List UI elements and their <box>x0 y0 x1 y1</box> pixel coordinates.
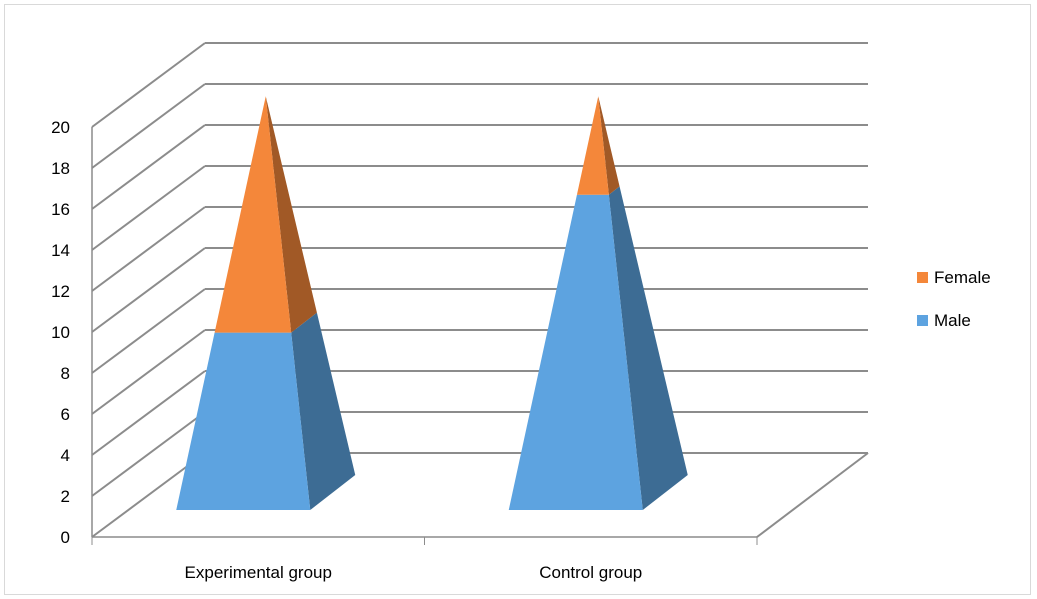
y-tick-label: 6 <box>61 405 70 424</box>
legend-label-male: Male <box>934 311 971 330</box>
gridline-side <box>91 288 206 374</box>
legend-swatch-male <box>917 315 928 326</box>
y-tick-label: 20 <box>51 118 70 137</box>
gridline-side <box>91 124 206 210</box>
male-segment <box>508 194 643 510</box>
y-tick-label: 0 <box>61 528 70 547</box>
female-segment <box>576 96 609 195</box>
legend: Female Male <box>917 268 991 330</box>
legend-swatch-female <box>917 272 928 283</box>
x-category-label: Experimental group <box>185 563 332 582</box>
y-tick-label: 2 <box>61 487 70 506</box>
gridline-side <box>91 206 206 292</box>
x-category-label: Control group <box>539 563 642 582</box>
gridline-side <box>91 411 206 497</box>
female-segment <box>214 96 292 333</box>
pyramid-control <box>508 96 688 510</box>
male-segment-side <box>608 186 688 510</box>
male-segment <box>176 332 311 510</box>
y-tick-label: 12 <box>51 282 70 301</box>
gridline-side <box>91 42 206 128</box>
y-tick-label: 16 <box>51 200 70 219</box>
gridlines <box>91 42 869 545</box>
floor-edge <box>756 452 869 538</box>
y-tick-label: 10 <box>51 323 70 342</box>
female-segment-side <box>265 96 317 333</box>
y-tick-label: 8 <box>61 364 70 383</box>
gridline-side <box>91 329 206 415</box>
legend-label-female: Female <box>934 268 991 287</box>
y-tick-label: 18 <box>51 159 70 178</box>
female-segment-side <box>598 96 620 195</box>
y-tick-label: 4 <box>61 446 70 465</box>
gridline-side <box>91 165 206 251</box>
pyramid-experimental <box>176 96 356 510</box>
male-segment-side <box>291 312 356 510</box>
gridline-side <box>91 370 206 456</box>
gridline-side <box>91 83 206 169</box>
y-tick-label: 14 <box>51 241 70 260</box>
gridline-side <box>91 247 206 333</box>
